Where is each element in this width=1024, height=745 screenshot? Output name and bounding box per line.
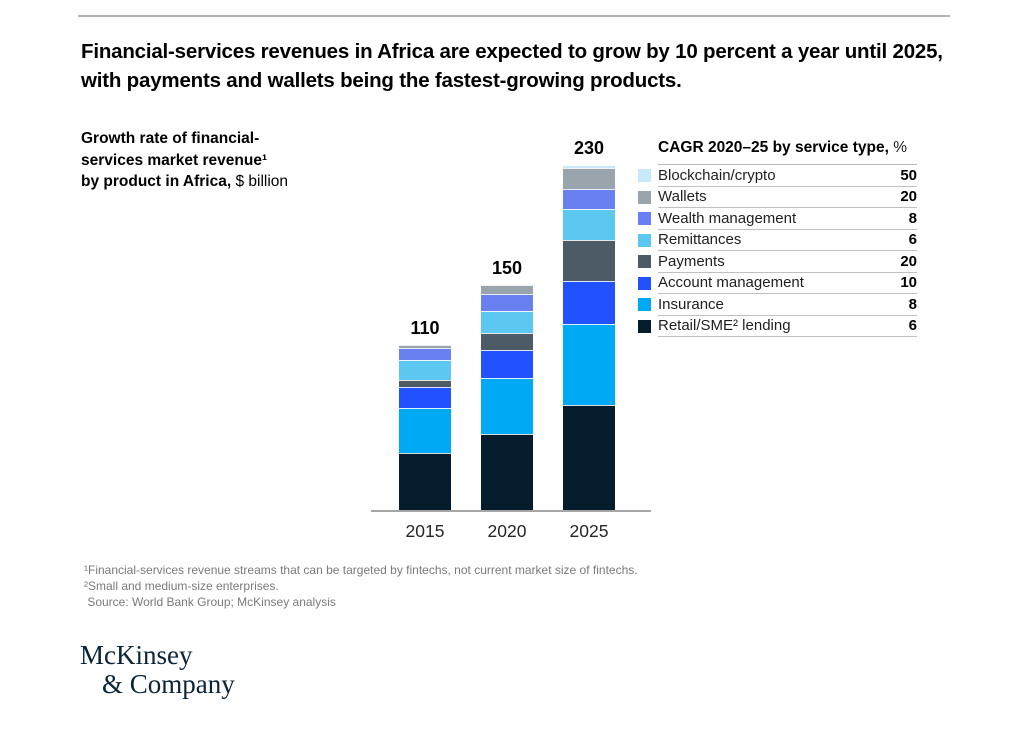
legend-label: Wallets: [658, 188, 707, 206]
bar-segment-wallets-2025: [563, 168, 615, 189]
legend-label: Wealth management: [658, 209, 797, 227]
bar-segment-payments-2015: [399, 379, 451, 387]
legend-value: 6: [908, 231, 917, 249]
bar-segment-retail-sme-lending-2025: [563, 405, 615, 510]
bar-segment-account-management-2020: [481, 349, 533, 378]
legend-value: 6: [908, 317, 917, 335]
legend-swatch-wallets: [638, 190, 651, 204]
bar-segment-remittances-2020: [481, 310, 533, 333]
legend-label: Retail/SME² lending: [658, 317, 791, 335]
top-divider: [78, 15, 950, 17]
bar-segment-account-management-2025: [563, 280, 615, 324]
legend-label: Payments: [658, 252, 725, 270]
legend-label: Blockchain/crypto: [658, 166, 776, 184]
legend-value: 50: [900, 166, 917, 184]
bar-segment-remittances-2015: [399, 360, 451, 380]
legend-row-insurance: Insurance 8: [638, 294, 917, 316]
bar-total-label-2015: 110: [410, 318, 440, 338]
bar-segment-retail-sme-lending-2020: [481, 433, 533, 510]
bar-segment-wallets-2015: [399, 345, 451, 348]
bar-total-label-2020: 150: [491, 258, 523, 278]
bar-segment-wealth-management-2025: [563, 189, 615, 209]
footnotes: ¹Financial-services revenue streams that…: [84, 562, 638, 610]
legend-label: Insurance: [658, 295, 724, 313]
x-axis-line: [371, 510, 651, 512]
legend-row-remittances: Remittances 6: [638, 230, 917, 251]
x-axis-label-2015: 2015: [405, 521, 445, 541]
bar-segment-payments-2020: [481, 333, 533, 350]
footnote-3: Source: World Bank Group; McKinsey analy…: [84, 595, 336, 609]
legend-swatch-blockchain-crypto: [638, 169, 651, 182]
bar-2015: [399, 345, 451, 510]
bar-segment-wealth-management-2015: [399, 348, 451, 360]
cagr-legend: CAGR 2020–25 by service type, % Blockcha…: [638, 139, 917, 337]
logo-line-1: McKinsey: [80, 640, 193, 670]
bar-segment-payments-2025: [563, 240, 615, 281]
legend-swatch-wealth-management: [638, 212, 651, 225]
bar-segment-wallets-2020: [481, 285, 533, 294]
legend-value: 20: [900, 188, 917, 206]
bar-segment-insurance-2020: [481, 378, 533, 434]
bar-segment-blockchain-crypto-2025: [563, 165, 615, 168]
legend-value: 8: [908, 209, 917, 227]
legend-row-account-management: Account management 10: [638, 273, 917, 294]
x-axis-label-2025: 2025: [569, 521, 609, 541]
chart-title: Growth rate of financial- services marke…: [81, 128, 361, 193]
legend-swatch-payments: [638, 255, 651, 268]
bar-2020: [481, 285, 533, 510]
bar-segment-remittances-2025: [563, 208, 615, 240]
legend-value: 8: [908, 295, 917, 313]
exhibit-title: Financial-services revenues in Africa ar…: [81, 40, 943, 92]
legend-value: 10: [900, 274, 917, 292]
bar-segment-wealth-management-2020: [481, 294, 533, 311]
legend-swatch-remittances: [638, 233, 651, 247]
legend-swatch-insurance: [638, 298, 651, 311]
legend-label: Account management: [658, 274, 804, 292]
legend-row-wallets: Wallets 20: [638, 187, 917, 208]
legend-row-blockchain-crypto: Blockchain/crypto 50: [638, 165, 917, 187]
legend-row-payments: Payments 20: [638, 251, 917, 273]
legend-rows: Blockchain/crypto 50 Wallets 20 Wealth manag…: [638, 165, 917, 337]
bar-segment-insurance-2025: [563, 324, 615, 405]
mckinsey-logo: McKinsey & Company: [80, 641, 235, 699]
legend-value: 20: [900, 252, 917, 270]
chart-title-unit: $ billion: [231, 173, 289, 190]
logo-line-2: & Company: [102, 669, 235, 699]
legend-title: CAGR 2020–25 by service type, %: [658, 139, 917, 165]
legend-row-wealth-management: Wealth management 8: [638, 208, 917, 230]
legend-title-unit: %: [888, 139, 908, 156]
footnote-1: ¹Financial-services revenue streams that…: [84, 563, 638, 577]
bar-total-label-2025: 230: [573, 138, 605, 158]
legend-swatch-retail-sme-lending: [638, 319, 651, 333]
bar-2025: [563, 165, 615, 510]
chart-title-main: Growth rate of financial- services marke…: [81, 130, 268, 190]
legend-title-main: CAGR 2020–25 by service type,: [658, 139, 889, 156]
bar-segment-insurance-2015: [399, 408, 451, 453]
legend-label: Remittances: [658, 231, 742, 249]
legend-row-retail-sme-lending: Retail/SME² lending 6: [638, 316, 917, 337]
x-axis-label-2020: 2020: [487, 521, 527, 541]
legend-swatch-account-management: [638, 276, 651, 290]
footnote-2: ²Small and medium-size enterprises.: [84, 579, 279, 593]
bar-segment-account-management-2015: [399, 387, 451, 408]
bar-segment-retail-sme-lending-2015: [399, 453, 451, 510]
